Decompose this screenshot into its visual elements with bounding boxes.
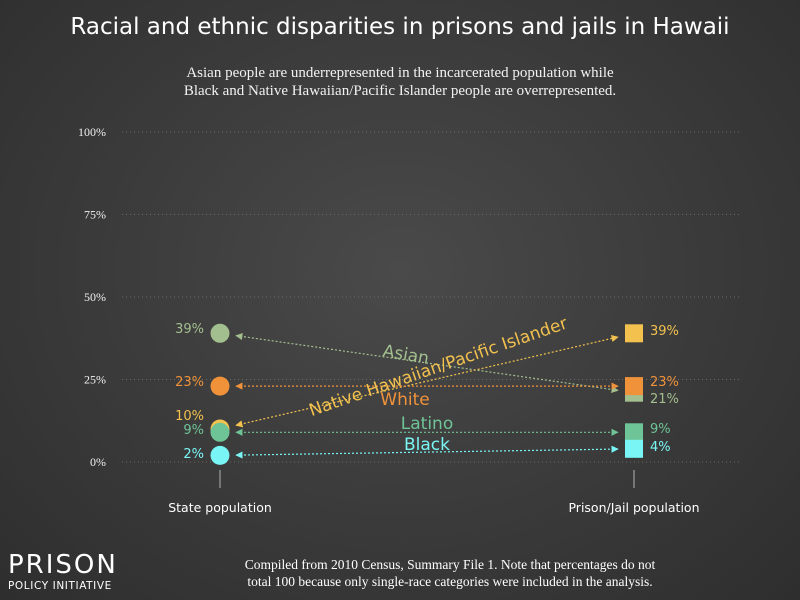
prison-value-label: 21% (650, 392, 679, 407)
state-dot (210, 376, 230, 396)
chart-title: Racial and ethnic disparities in prisons… (70, 14, 730, 40)
chart-subtitle: Asian people are underrepresented in the… (0, 64, 800, 100)
state-dot (210, 422, 230, 442)
state-value-label: 23% (175, 375, 204, 390)
y-axis: 0% 25% 50% 75% 100% (78, 125, 106, 469)
y-tick-label: 25% (84, 373, 106, 387)
prison-square (625, 377, 643, 396)
x-category-label: State population (168, 500, 272, 515)
prison-policy-initiative-logo: PRISON POLICY INITIATIVE (8, 551, 118, 592)
prison-value-label: 9% (650, 422, 671, 437)
logo-subtitle: POLICY INITIATIVE (8, 580, 112, 592)
prison-square (625, 423, 643, 442)
subtitle-line-1: Asian people are underrepresented in the… (186, 65, 614, 81)
y-tick-label: 75% (84, 208, 106, 222)
prison-square (625, 324, 643, 343)
y-tick-label: 50% (84, 290, 106, 304)
data-labels: 39% 21% 10% 39% 23% 23% 9% 9% 2% 4% (175, 322, 679, 462)
y-tick-label: 0% (90, 455, 106, 469)
state-value-label: 10% (175, 409, 204, 424)
footnote-line-2: total 100 because only single-race categ… (247, 574, 653, 589)
x-category-label: Prison/Jail population (568, 500, 699, 515)
series-name-label: White (380, 390, 429, 410)
logo-wordmark: PRISON (8, 550, 118, 580)
subtitle-line-2: Black and Native Hawaiian/Pacific Island… (183, 83, 617, 99)
footnote: Compiled from 2010 Census, Summary File … (150, 556, 750, 590)
prison-value-label: 23% (650, 375, 679, 390)
prison-square (625, 439, 643, 458)
connector-lines (235, 332, 619, 459)
prison-value-label: 4% (650, 440, 671, 455)
state-value-label: 39% (175, 322, 204, 337)
series-name-label: Black (404, 435, 450, 455)
connector-native-hawaiian-pacific-islander (235, 334, 619, 428)
footnote-line-1: Compiled from 2010 Census, Summary File … (244, 557, 656, 572)
state-value-label: 2% (183, 447, 204, 462)
state-dot (210, 323, 230, 343)
state-value-label: 9% (183, 423, 204, 438)
y-tick-label: 100% (78, 125, 106, 139)
data-marks (210, 323, 643, 465)
series-name-label: Native Hawaiian/Pacific Islander (307, 314, 571, 421)
prison-value-label: 39% (650, 324, 679, 339)
state-dot (210, 445, 230, 465)
y-grid (122, 131, 740, 463)
x-axis: State population Prison/Jail population (168, 470, 700, 515)
series-name-label: Latino (401, 414, 453, 434)
